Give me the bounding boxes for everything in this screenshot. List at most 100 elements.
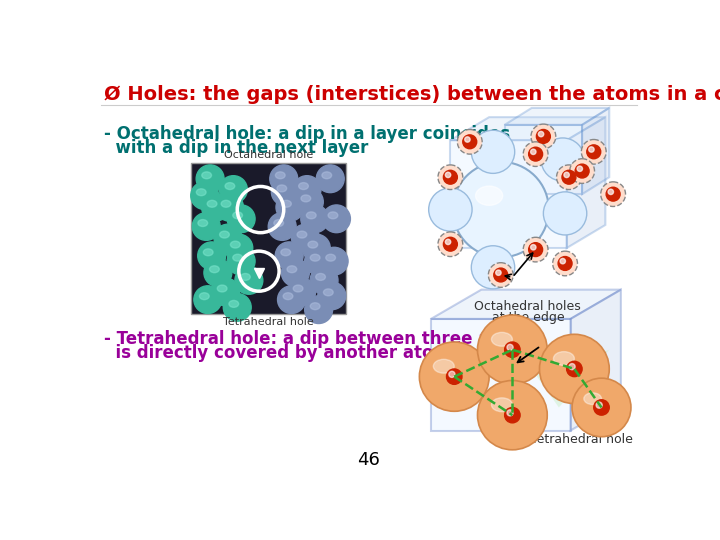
Circle shape	[494, 268, 508, 282]
Circle shape	[539, 334, 609, 403]
Text: Ø Holes: the gaps (interstices) between the atoms in a crystal: Ø Holes: the gaps (interstices) between …	[104, 85, 720, 104]
Text: Octahedral holes: Octahedral holes	[474, 300, 581, 313]
Ellipse shape	[217, 285, 227, 292]
Ellipse shape	[277, 185, 287, 192]
Text: - Tetrahedral hole: a dip between three atoms: - Tetrahedral hole: a dip between three …	[104, 330, 536, 348]
Circle shape	[220, 176, 248, 204]
Circle shape	[446, 172, 451, 178]
Ellipse shape	[233, 254, 243, 261]
Circle shape	[596, 402, 602, 408]
Circle shape	[528, 147, 543, 161]
Ellipse shape	[322, 172, 332, 179]
Text: 46: 46	[358, 451, 380, 469]
Circle shape	[539, 131, 544, 137]
Text: Octahedral hole: Octahedral hole	[224, 150, 313, 160]
Circle shape	[235, 267, 263, 294]
Polygon shape	[505, 125, 582, 194]
Polygon shape	[508, 336, 609, 408]
Circle shape	[191, 182, 219, 210]
FancyBboxPatch shape	[191, 164, 346, 314]
Circle shape	[192, 213, 220, 240]
Ellipse shape	[328, 212, 338, 219]
Circle shape	[449, 372, 455, 377]
Circle shape	[567, 361, 582, 377]
Circle shape	[305, 247, 333, 275]
Ellipse shape	[315, 273, 325, 280]
Circle shape	[310, 267, 338, 294]
Circle shape	[301, 205, 329, 233]
Text: Tetrahedral hole: Tetrahedral hole	[223, 316, 314, 327]
Circle shape	[531, 124, 556, 148]
Circle shape	[523, 142, 548, 166]
Text: is directly covered by another atom: is directly covered by another atom	[104, 345, 451, 362]
Ellipse shape	[282, 200, 292, 207]
Circle shape	[564, 172, 570, 178]
Circle shape	[215, 193, 243, 221]
Circle shape	[558, 256, 572, 271]
Circle shape	[282, 259, 310, 287]
Text: at the edge: at the edge	[492, 311, 564, 324]
Ellipse shape	[325, 254, 336, 261]
Circle shape	[228, 205, 255, 233]
Ellipse shape	[225, 183, 235, 190]
Circle shape	[269, 213, 296, 240]
Circle shape	[587, 145, 600, 159]
Circle shape	[212, 278, 240, 306]
Ellipse shape	[233, 212, 243, 219]
Polygon shape	[451, 140, 567, 248]
Circle shape	[316, 165, 344, 193]
Circle shape	[505, 408, 520, 423]
Circle shape	[444, 170, 457, 184]
Circle shape	[463, 135, 477, 148]
Polygon shape	[570, 289, 621, 430]
Ellipse shape	[207, 200, 217, 207]
Ellipse shape	[492, 398, 513, 411]
Circle shape	[531, 245, 536, 250]
Ellipse shape	[220, 231, 230, 238]
Circle shape	[194, 286, 222, 314]
Circle shape	[472, 130, 515, 173]
Ellipse shape	[310, 254, 320, 261]
Ellipse shape	[301, 195, 311, 202]
Circle shape	[318, 282, 346, 309]
Circle shape	[570, 159, 595, 184]
Circle shape	[428, 188, 472, 231]
Ellipse shape	[197, 189, 206, 195]
Circle shape	[444, 237, 457, 251]
Circle shape	[495, 270, 501, 275]
Circle shape	[293, 176, 321, 204]
Ellipse shape	[281, 249, 291, 256]
Polygon shape	[431, 289, 621, 319]
Circle shape	[507, 345, 513, 350]
Ellipse shape	[203, 249, 213, 256]
Circle shape	[419, 342, 489, 411]
Circle shape	[270, 165, 297, 193]
Circle shape	[214, 224, 242, 252]
Ellipse shape	[230, 241, 240, 248]
Circle shape	[572, 378, 631, 437]
Circle shape	[457, 130, 482, 154]
Ellipse shape	[492, 333, 513, 346]
Ellipse shape	[202, 172, 212, 179]
Circle shape	[446, 239, 451, 245]
Polygon shape	[567, 117, 606, 248]
Ellipse shape	[433, 359, 454, 373]
Circle shape	[438, 232, 463, 256]
Circle shape	[198, 242, 225, 269]
Circle shape	[196, 165, 224, 193]
Ellipse shape	[240, 273, 251, 280]
Circle shape	[277, 286, 305, 314]
Ellipse shape	[307, 212, 316, 219]
Ellipse shape	[274, 220, 284, 226]
Polygon shape	[505, 108, 609, 125]
Ellipse shape	[198, 220, 207, 226]
Circle shape	[507, 410, 513, 416]
Circle shape	[305, 296, 333, 323]
Text: Tetrahedral hole: Tetrahedral hole	[531, 433, 632, 446]
Ellipse shape	[476, 186, 503, 205]
Circle shape	[275, 242, 303, 269]
Circle shape	[472, 246, 515, 289]
Ellipse shape	[275, 172, 285, 179]
Circle shape	[594, 400, 609, 415]
Circle shape	[581, 139, 606, 164]
